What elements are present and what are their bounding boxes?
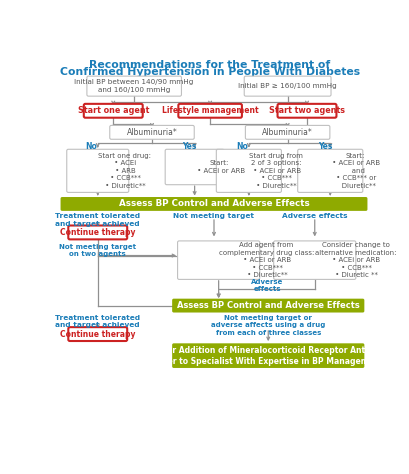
FancyBboxPatch shape (67, 149, 128, 192)
Text: Lifestyle management: Lifestyle management (162, 106, 258, 115)
FancyBboxPatch shape (273, 241, 355, 279)
Text: Continue therapy: Continue therapy (60, 329, 135, 338)
FancyBboxPatch shape (165, 149, 224, 185)
Text: Not meeting target: Not meeting target (173, 213, 254, 219)
Text: Start:
 • ACEi or ARB
   and
 • CCB*** or
   Diuretic**: Start: • ACEi or ARB and • CCB*** or Diu… (329, 153, 380, 189)
Text: Treatment tolerated
and target achieved: Treatment tolerated and target achieved (55, 213, 140, 227)
Text: Yes: Yes (317, 142, 331, 151)
Text: Not meeting target
on two agents: Not meeting target on two agents (59, 244, 136, 257)
Text: Add agent from
complementary drug class:
 • ACEi or ARB
 • CCB***
 • Diuretic**: Add agent from complementary drug class:… (218, 242, 313, 278)
Text: Start one agent: Start one agent (77, 106, 148, 115)
FancyBboxPatch shape (68, 327, 127, 341)
FancyBboxPatch shape (244, 76, 330, 96)
Text: Adverse
effects: Adverse effects (251, 279, 283, 292)
Text: Adverse effects: Adverse effects (281, 213, 347, 219)
Text: Consider Addition of Mineralocorticoid Receptor Antagonst;
Refer to Specialist W: Consider Addition of Mineralocorticoid R… (138, 346, 397, 365)
Text: Initial BP between 140/90 mmHg
and 160/100 mmHg: Initial BP between 140/90 mmHg and 160/1… (74, 79, 193, 93)
FancyBboxPatch shape (61, 197, 366, 211)
Text: Initial BP ≥ 160/100 mmHg: Initial BP ≥ 160/100 mmHg (238, 83, 336, 89)
Text: Confirmed Hypertension in People With Diabetes: Confirmed Hypertension in People With Di… (60, 67, 360, 77)
Text: Assess BP Control and Adverse Effects: Assess BP Control and Adverse Effects (118, 200, 309, 209)
Text: Yes: Yes (182, 142, 196, 151)
FancyBboxPatch shape (277, 104, 336, 118)
Text: Albuminuria*: Albuminuria* (126, 128, 177, 137)
Text: Assess BP Control and Adverse Effects: Assess BP Control and Adverse Effects (176, 301, 359, 310)
FancyBboxPatch shape (83, 104, 142, 118)
Text: Continue therapy: Continue therapy (60, 228, 135, 237)
Text: Albuminuria*: Albuminuria* (262, 128, 312, 137)
FancyBboxPatch shape (177, 241, 259, 279)
Text: No: No (236, 142, 248, 151)
Text: Treatment tolerated
and target achieved: Treatment tolerated and target achieved (55, 315, 140, 328)
Text: Consider change to
alternative medication:
 • ACEi or ARB
 • CCB***
 • Diuretic : Consider change to alternative medicatio… (314, 242, 395, 278)
FancyBboxPatch shape (87, 76, 181, 96)
FancyBboxPatch shape (297, 149, 362, 192)
FancyBboxPatch shape (178, 104, 241, 118)
Text: Start:
 • ACEi or ARB: Start: • ACEi or ARB (194, 160, 244, 174)
Text: Start drug from
2 of 3 options:
 • ACEi or ARB
 • CCB***
 • Diuretic**: Start drug from 2 of 3 options: • ACEi o… (248, 153, 302, 189)
FancyBboxPatch shape (245, 126, 329, 139)
FancyBboxPatch shape (216, 149, 281, 192)
Text: Start one drug:
 • ACEi
 • ARB
 • CCB***
 • Diuretic**: Start one drug: • ACEi • ARB • CCB*** • … (97, 153, 151, 189)
Text: No: No (85, 142, 97, 151)
FancyBboxPatch shape (172, 299, 364, 312)
FancyBboxPatch shape (68, 226, 127, 239)
FancyBboxPatch shape (172, 343, 364, 368)
Text: Not meeting target or
adverse affects using a drug
from each of three classes: Not meeting target or adverse affects us… (211, 315, 325, 336)
FancyBboxPatch shape (110, 126, 194, 139)
Text: Recommendations for the Treatment of: Recommendations for the Treatment of (89, 60, 330, 70)
Text: Start two agents: Start two agents (268, 106, 344, 115)
